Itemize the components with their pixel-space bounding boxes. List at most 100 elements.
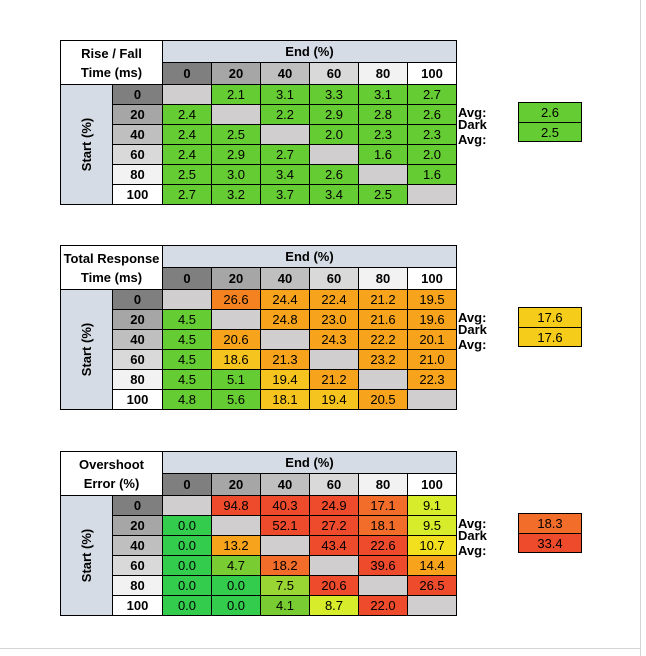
data-cell: 5.6 (211, 389, 261, 410)
data-cell: 40.3 (260, 495, 310, 516)
total-response-time-table: Total Response Time (ms) End (%) 0 20 40 60 80 1… (60, 245, 457, 410)
data-cell: 21.6 (358, 309, 408, 330)
row-label: 40 (112, 535, 163, 556)
data-cell: 94.8 (211, 495, 261, 516)
data-cell: 2.7 (407, 84, 457, 105)
data-cell: 17.1 (358, 495, 408, 516)
data-cell: 22.6 (358, 535, 408, 556)
data-cell: 23.2 (358, 349, 408, 370)
data-cell: 22.2 (358, 329, 408, 350)
data-cell: 0.0 (211, 575, 261, 596)
frame-bottom-border (0, 648, 641, 649)
data-cell: 0.0 (211, 595, 261, 616)
row-header: Start (%) (60, 289, 113, 410)
data-cell: 1.6 (358, 144, 408, 165)
summary-value: 33.4 (518, 533, 582, 553)
data-cell: 27.2 (309, 515, 359, 536)
summary-value: 18.3 (518, 513, 582, 534)
data-cell: 3.1 (358, 84, 408, 105)
data-cell (407, 595, 457, 616)
data-cell: 2.9 (309, 104, 359, 125)
row-label: 100 (112, 184, 163, 205)
data-cell: 26.5 (407, 575, 457, 596)
row-label: 100 (112, 389, 163, 410)
row-label: 100 (112, 595, 163, 616)
data-cell: 3.4 (309, 184, 359, 205)
data-cell: 3.0 (211, 164, 261, 185)
data-cell: 21.2 (358, 289, 408, 310)
data-cell (162, 495, 212, 516)
data-cell: 19.4 (309, 389, 359, 410)
row-label: 20 (112, 309, 163, 330)
column-label: 100 (407, 267, 457, 290)
data-cell (309, 144, 359, 165)
data-cell (309, 555, 359, 576)
row-label: 40 (112, 329, 163, 350)
data-cell: 2.6 (407, 104, 457, 125)
data-cell: 24.9 (309, 495, 359, 516)
table-title-line: Total Response (63, 250, 160, 266)
data-cell: 19.5 (407, 289, 457, 310)
column-header: End (%) (162, 245, 457, 268)
column-label: 60 (309, 473, 359, 496)
data-cell: 2.7 (162, 184, 212, 205)
row-label: 60 (112, 144, 163, 165)
data-cell: 2.7 (260, 144, 310, 165)
data-cell: 2.0 (407, 144, 457, 165)
data-cell: 26.6 (211, 289, 261, 310)
data-cell: 43.4 (309, 535, 359, 556)
data-cell (407, 389, 457, 410)
rise-fall-summary: Avg: 2.6 Dark Avg: 2.5 (458, 102, 582, 147)
data-cell (211, 104, 261, 125)
data-cell: 22.0 (358, 595, 408, 616)
data-cell: 20.1 (407, 329, 457, 350)
data-cell: 22.4 (309, 289, 359, 310)
data-cell (260, 535, 310, 556)
table-title-line: Rise / Fall (81, 45, 142, 61)
data-cell: 18.2 (260, 555, 310, 576)
column-label: 100 (407, 473, 457, 496)
summary-label: Dark Avg: (458, 528, 487, 558)
data-cell: 3.7 (260, 184, 310, 205)
data-cell: 0.0 (162, 575, 212, 596)
data-cell: 13.2 (211, 535, 261, 556)
summary-label: Avg: (458, 309, 487, 325)
data-cell: 52.1 (260, 515, 310, 536)
table-title: Overshoot Error (%) (60, 451, 163, 496)
column-label: 80 (358, 473, 408, 496)
column-label: 60 (309, 62, 359, 85)
column-label: 20 (211, 267, 261, 290)
column-label: 40 (260, 62, 310, 85)
data-cell: 5.1 (211, 369, 261, 390)
data-cell (358, 369, 408, 390)
summary-label: Dark Avg: (458, 322, 487, 352)
row-label: 20 (112, 104, 163, 125)
data-cell: 4.5 (162, 349, 212, 370)
column-label: 0 (162, 62, 212, 85)
data-cell: 3.1 (260, 84, 310, 105)
data-cell: 24.8 (260, 309, 310, 330)
column-label: 80 (358, 267, 408, 290)
data-cell: 3.4 (260, 164, 310, 185)
column-header: End (%) (162, 451, 457, 474)
summary-value: 2.6 (518, 102, 582, 123)
column-label: 40 (260, 267, 310, 290)
data-cell: 4.5 (162, 369, 212, 390)
data-cell: 3.2 (211, 184, 261, 205)
data-cell: 4.8 (162, 389, 212, 410)
summary-label: Avg: (458, 104, 487, 120)
column-label: 80 (358, 62, 408, 85)
column-header: End (%) (162, 40, 457, 63)
data-cell (309, 349, 359, 370)
summary-label: Avg: (458, 515, 487, 531)
row-label: 0 (112, 495, 163, 516)
table-title: Rise / Fall Time (ms) (60, 40, 163, 85)
row-label: 80 (112, 369, 163, 390)
frame-right-border (640, 0, 641, 656)
data-cell: 2.1 (211, 84, 261, 105)
data-cell: 19.6 (407, 309, 457, 330)
data-cell: 7.5 (260, 575, 310, 596)
data-cell: 21.0 (407, 349, 457, 370)
data-cell: 24.3 (309, 329, 359, 350)
table-title-line: Time (ms) (80, 269, 143, 285)
